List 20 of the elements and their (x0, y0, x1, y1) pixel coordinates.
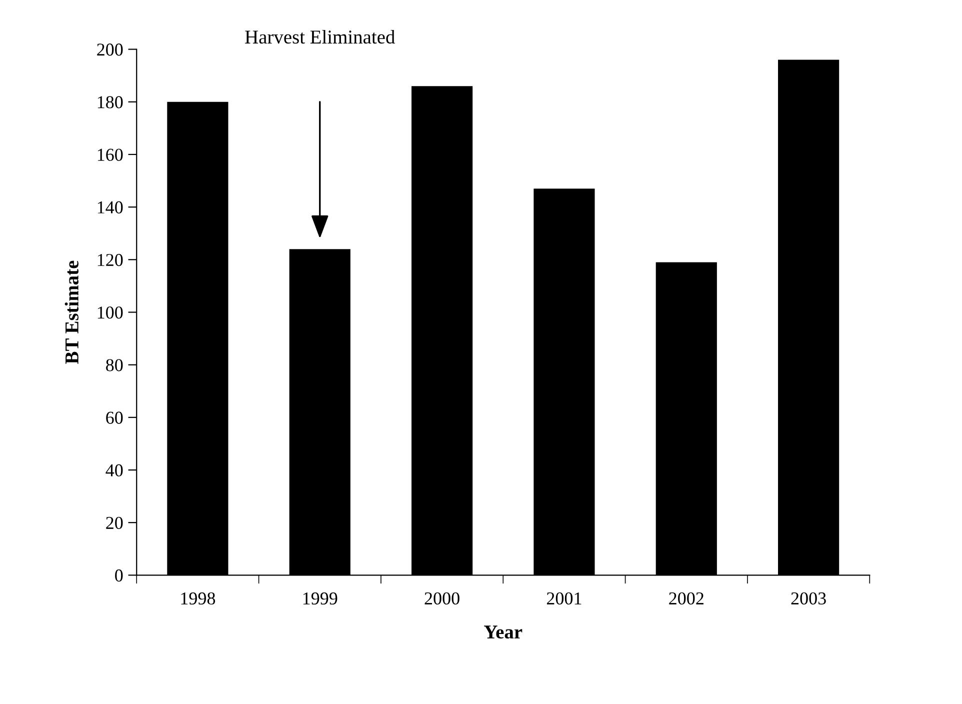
x-tick-label: 2001 (546, 592, 582, 605)
x-tick-label: 2000 (424, 592, 460, 605)
y-tick-label: 140 (98, 201, 123, 214)
text: Harvest Eliminated (245, 30, 395, 44)
y-tick-label: 120 (98, 254, 123, 266)
y-tick-label: 100 (98, 306, 123, 319)
x-tick-label: 2002 (669, 592, 704, 605)
y-axis-title: BT Estimate (64, 260, 78, 364)
x-axis-title: Year (484, 626, 522, 639)
y-tick-label: 80 (106, 359, 123, 372)
y-tick-label: 20 (106, 516, 123, 530)
y-tick-label: 60 (106, 412, 123, 424)
y-tick-label: 0 (115, 569, 123, 582)
y-tick-label: 200 (97, 44, 123, 56)
x-tick-label: 1999 (303, 592, 338, 605)
y-tick-label: 160 (98, 148, 123, 161)
y-tick-label: 40 (106, 464, 123, 476)
x-tick-label: 2003 (791, 592, 826, 605)
x-tick-label: 1998 (181, 592, 216, 605)
y-tick-label: 180 (98, 96, 123, 108)
